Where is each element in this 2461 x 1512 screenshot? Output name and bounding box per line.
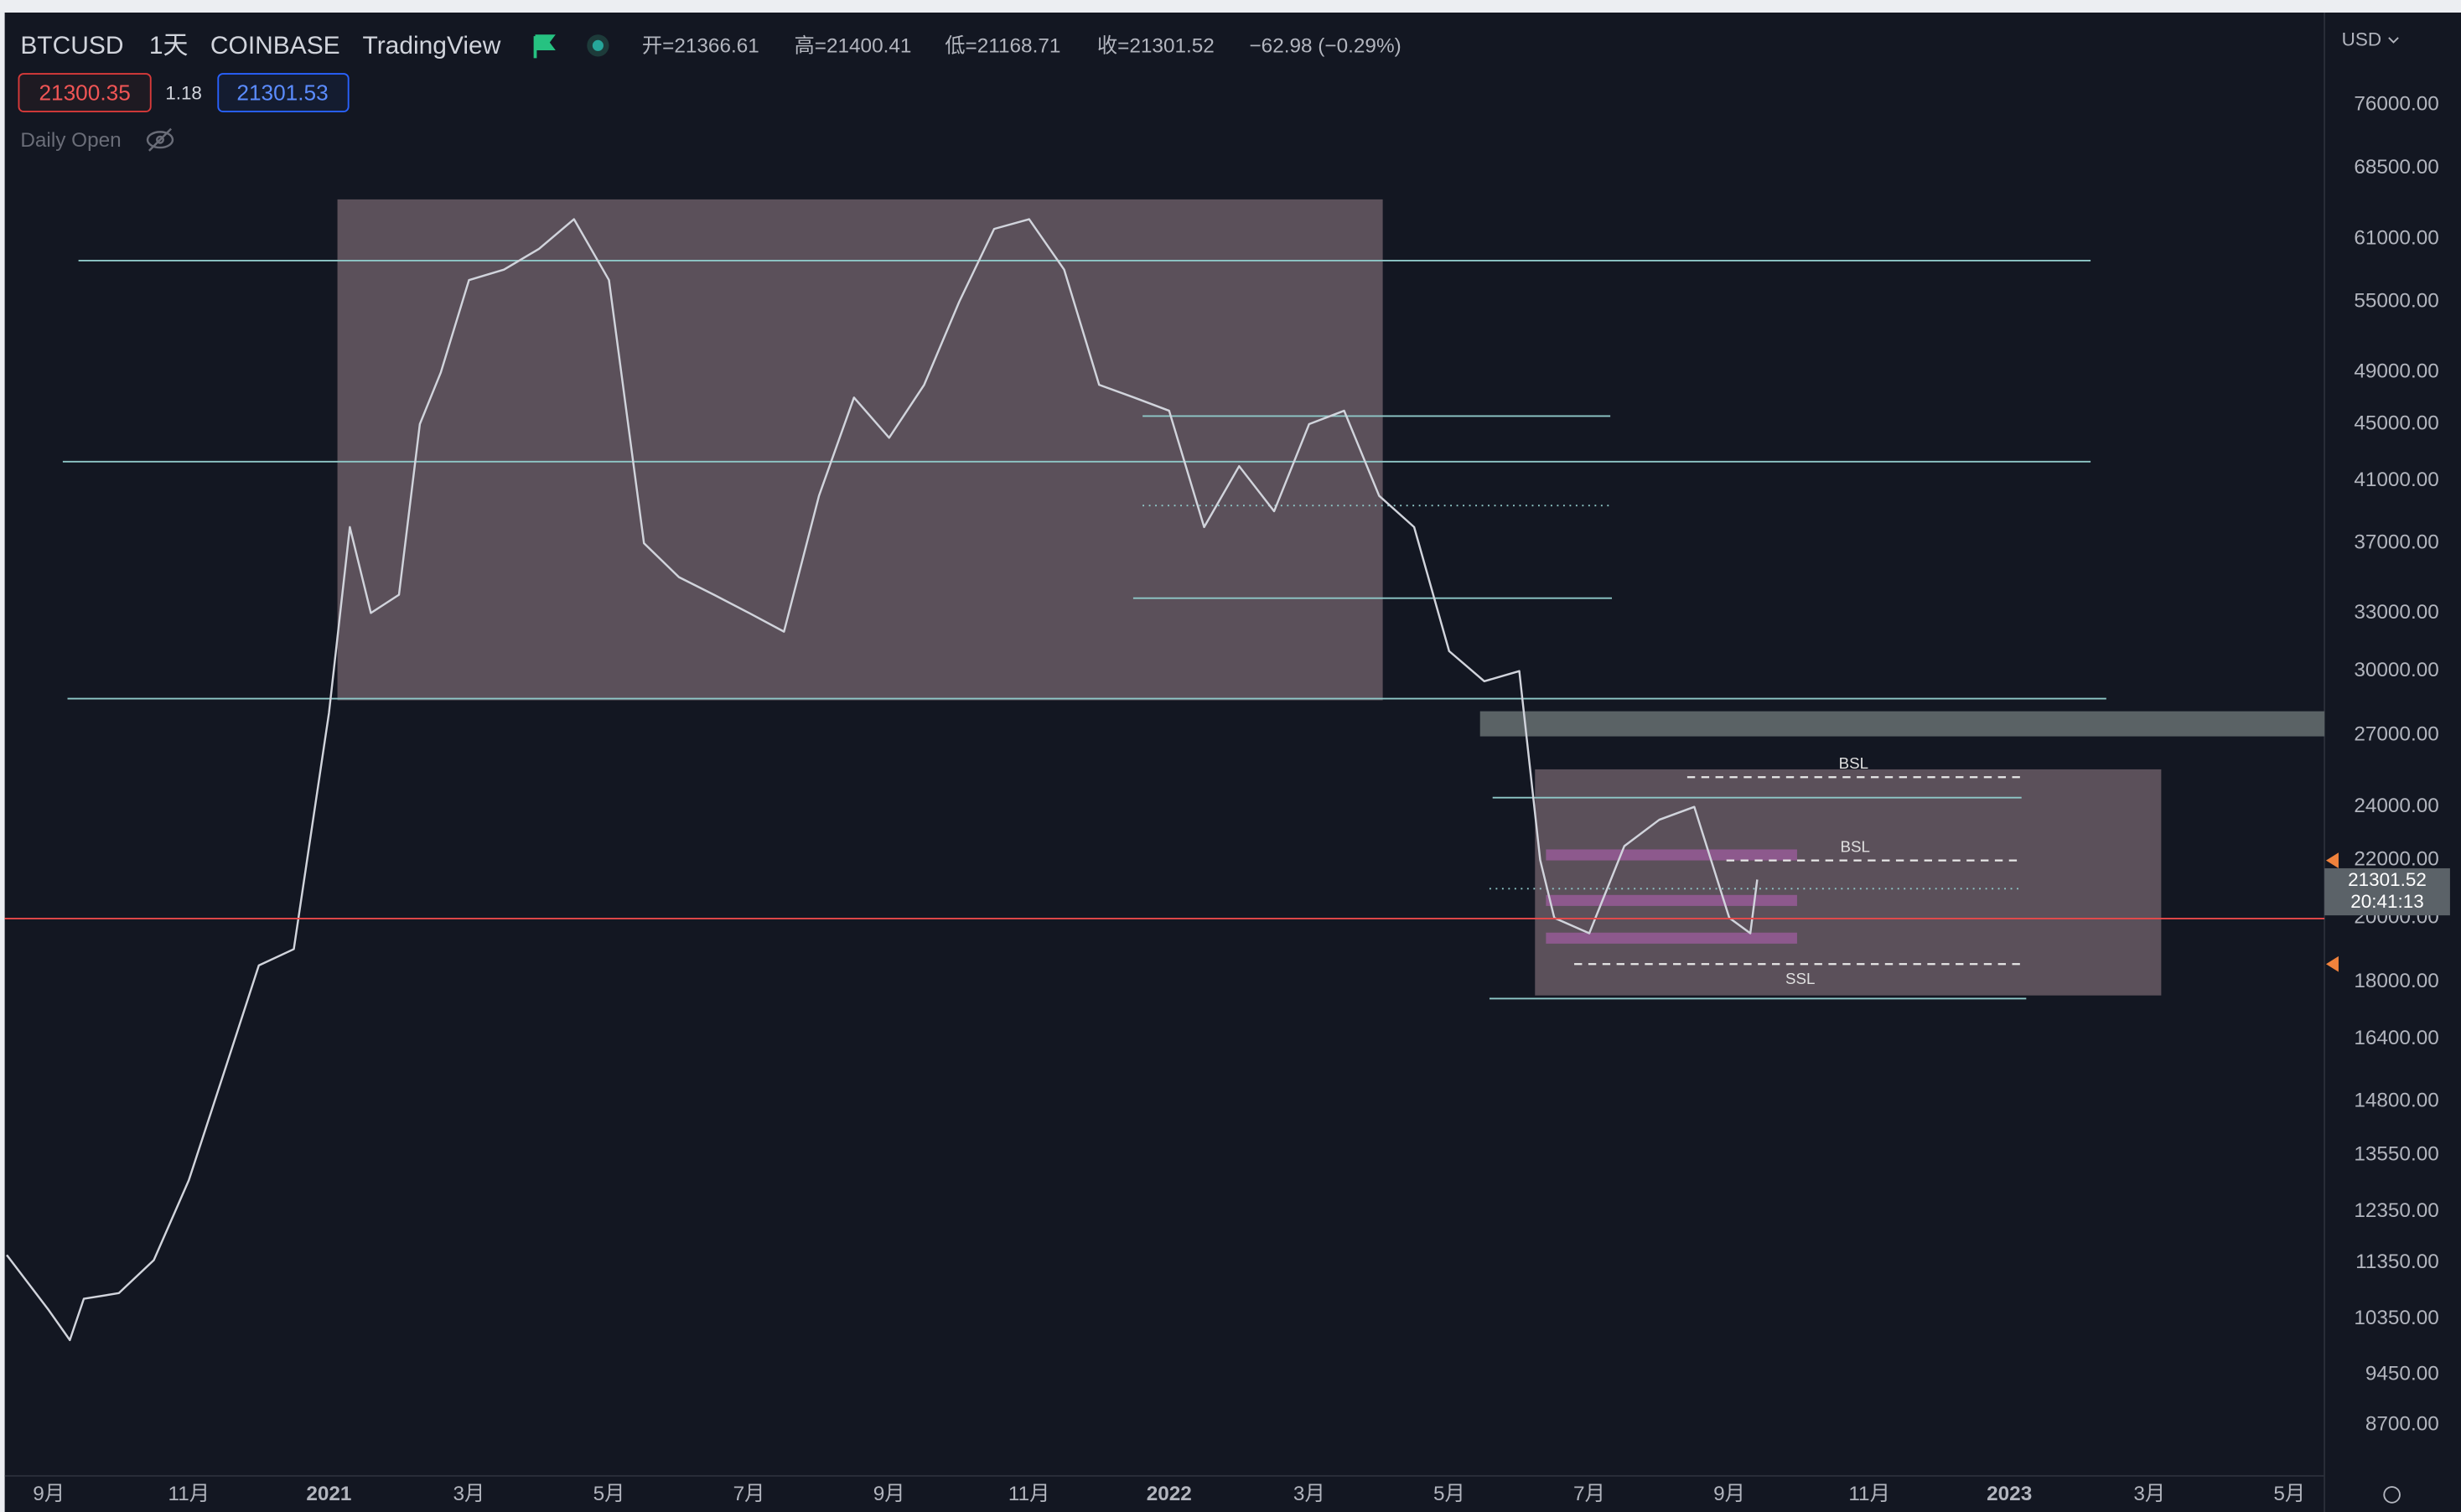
last-price: 21301.52 — [2348, 869, 2427, 890]
zone-bar — [1546, 894, 1797, 906]
y-tick-label: 61000.00 — [2354, 226, 2438, 249]
interval[interactable]: 1天 — [149, 32, 189, 60]
x-tick-label: 11月 — [168, 1483, 210, 1505]
y-tick-label: 33000.00 — [2354, 601, 2438, 624]
zone-bar — [1546, 932, 1797, 944]
x-tick-label: 2022 — [1147, 1483, 1192, 1505]
zone-bar — [1546, 849, 1797, 861]
currency-caret[interactable] — [2388, 37, 2399, 44]
x-tick-label: 2023 — [1987, 1483, 2032, 1505]
ohlc-change: −62.98 (−0.29%) — [1249, 35, 1401, 58]
x-tick-label: 5月 — [2273, 1483, 2305, 1505]
y-tick-label: 22000.00 — [2354, 847, 2438, 870]
left-border — [0, 12, 5, 1512]
y-tick-label: 16400.00 — [2354, 1027, 2438, 1049]
y-tick-label: 13550.00 — [2354, 1142, 2438, 1165]
hide-icon[interactable] — [146, 127, 174, 152]
y-tick-label: 11350.00 — [2355, 1251, 2439, 1273]
ohlc-low: 低=21168.71 — [945, 35, 1060, 58]
annotation: BSL — [1839, 754, 1868, 772]
indicator-name[interactable]: Daily Open — [20, 129, 121, 152]
y-tick-label: 55000.00 — [2354, 290, 2438, 313]
ohlc-high: 高=21400.41 — [794, 35, 911, 58]
y-tick-label: 68500.00 — [2354, 156, 2438, 179]
countdown: 20:41:13 — [2350, 891, 2423, 912]
range-box — [1535, 769, 2162, 996]
x-tick-label: 11月 — [1008, 1483, 1050, 1505]
x-tick-label: 9月 — [873, 1483, 905, 1505]
buy-button[interactable] — [217, 73, 350, 112]
x-tick-label: 9月 — [1713, 1483, 1745, 1505]
x-tick-label: 5月 — [593, 1483, 625, 1505]
x-tick-label: 3月 — [1293, 1483, 1325, 1505]
annotation: BSL — [1841, 838, 1870, 856]
bid-price[interactable]: 21300.35 — [39, 80, 130, 105]
settings-icon[interactable] — [2383, 1486, 2401, 1504]
exchange: COINBASE — [210, 32, 340, 60]
y-tick-label: 14800.00 — [2354, 1089, 2438, 1111]
x-tick-label: 3月 — [453, 1483, 485, 1505]
y-tick-label: 37000.00 — [2354, 531, 2438, 554]
last-price-box — [2324, 867, 2450, 916]
currency[interactable]: USD — [2342, 29, 2381, 50]
y-tick-label: 18000.00 — [2354, 970, 2438, 992]
y-tick-label: 49000.00 — [2354, 360, 2438, 383]
y-tick-label: 12350.00 — [2354, 1199, 2438, 1222]
y-tick-label: 27000.00 — [2354, 723, 2438, 746]
zone-band — [1479, 711, 2325, 737]
y-tick-label: 8700.00 — [2365, 1412, 2439, 1435]
status-dot — [592, 39, 604, 51]
y-tick-label: 30000.00 — [2354, 659, 2438, 681]
y-tick-label: 45000.00 — [2354, 412, 2438, 434]
x-tick-label: 11月 — [1848, 1483, 1890, 1505]
y-tick-label: 9450.00 — [2365, 1362, 2439, 1385]
x-tick-label: 3月 — [2133, 1483, 2165, 1505]
ohlc-open: 开=21366.61 — [642, 35, 759, 58]
y-tick-label: 76000.00 — [2354, 93, 2438, 116]
range-box — [337, 199, 1383, 701]
y-tick-label: 10350.00 — [2354, 1307, 2438, 1329]
price-line-series — [6, 218, 1759, 1342]
price-marker — [2325, 852, 2339, 972]
x-tick-label: 7月 — [1573, 1483, 1605, 1505]
source: TradingView — [363, 32, 501, 60]
y-tick-label: 41000.00 — [2354, 469, 2438, 491]
symbol[interactable]: BTCUSD — [20, 32, 123, 60]
flag-icon[interactable] — [533, 34, 556, 59]
x-tick-label: 9月 — [33, 1483, 65, 1505]
top-border — [0, 0, 2461, 13]
ohlc-close: 收=21301.52 — [1097, 35, 1215, 58]
x-tick-label: 2021 — [306, 1483, 351, 1505]
sell-button[interactable] — [18, 73, 152, 112]
x-tick-label: 7月 — [733, 1483, 765, 1505]
x-tick-label: 5月 — [1433, 1483, 1465, 1505]
annotation: SSL — [1785, 970, 1815, 987]
spread: 1.18 — [165, 82, 202, 103]
y-tick-label: 24000.00 — [2354, 795, 2438, 817]
ask-price[interactable]: 21301.53 — [236, 80, 328, 105]
